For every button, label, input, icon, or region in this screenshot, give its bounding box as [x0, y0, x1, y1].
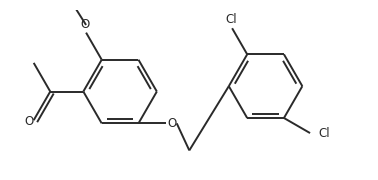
- Text: O: O: [25, 115, 34, 128]
- Text: O: O: [81, 19, 90, 32]
- Text: O: O: [167, 117, 177, 130]
- Text: Cl: Cl: [318, 127, 330, 140]
- Text: Cl: Cl: [226, 13, 237, 26]
